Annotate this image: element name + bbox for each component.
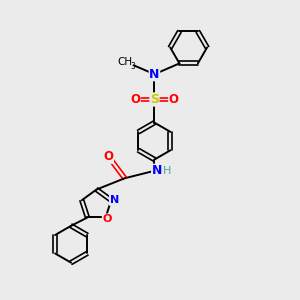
Text: H: H (163, 166, 171, 176)
Text: N: N (149, 68, 160, 81)
Text: N: N (110, 195, 119, 205)
Text: CH: CH (117, 57, 132, 67)
Text: O: O (130, 93, 140, 106)
Text: 3: 3 (130, 62, 135, 71)
Text: N: N (152, 164, 162, 177)
Text: O: O (102, 214, 112, 224)
Text: O: O (103, 150, 113, 163)
Text: O: O (169, 93, 179, 106)
Text: S: S (150, 93, 159, 106)
